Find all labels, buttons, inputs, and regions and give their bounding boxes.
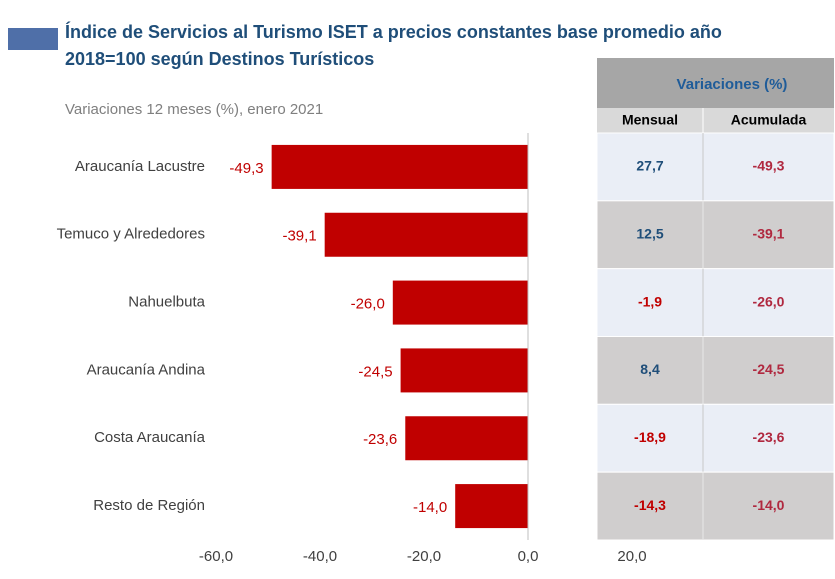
table-cell: 12,5 xyxy=(636,225,663,241)
title-line: 2018=100 según Destinos Turísticos xyxy=(65,49,374,69)
table-cell: -18,9 xyxy=(634,429,666,445)
bar xyxy=(392,280,528,325)
table-title: Variaciones (%) xyxy=(677,76,788,93)
table-row xyxy=(596,403,835,473)
bar xyxy=(405,416,528,461)
table-row xyxy=(596,268,835,337)
bar xyxy=(400,348,528,393)
y-tick-label: Costa Araucanía xyxy=(94,429,206,446)
table-cell: -23,6 xyxy=(753,429,785,445)
y-tick-label: Araucanía Andina xyxy=(87,361,206,378)
bar xyxy=(455,484,528,529)
column-header: Acumulada xyxy=(731,112,807,128)
subtitle: Variaciones 12 meses (%), enero 2021 xyxy=(65,101,323,118)
data-label: -49,3 xyxy=(229,160,263,177)
y-tick-label: Temuco y Alrededores xyxy=(57,226,205,243)
table-cell: -24,5 xyxy=(753,361,785,377)
table-cell: 27,7 xyxy=(636,158,663,174)
table-cell: -14,0 xyxy=(753,497,785,513)
chart-title: Índice de Servicios al Turismo ISET a pr… xyxy=(65,21,722,69)
y-tick-label: Resto de Región xyxy=(93,497,205,514)
data-label: -26,0 xyxy=(351,296,385,313)
table-cell: 8,4 xyxy=(640,361,660,377)
x-tick-label: -60,0 xyxy=(199,548,233,565)
table-cell: -26,0 xyxy=(753,293,785,309)
y-tick-label: Araucanía Lacustre xyxy=(75,158,205,175)
title-line: Índice de Servicios al Turismo ISET a pr… xyxy=(65,21,722,42)
x-tick-label: 20,0 xyxy=(617,548,646,565)
table-cell: -1,9 xyxy=(638,293,662,309)
bar xyxy=(324,212,528,257)
table-row xyxy=(596,471,835,541)
table-cell: -49,3 xyxy=(753,158,785,174)
x-tick-label: 0,0 xyxy=(518,548,539,565)
title-icon xyxy=(8,28,58,50)
x-tick-label: -20,0 xyxy=(407,548,441,565)
table-cell: -39,1 xyxy=(753,225,785,241)
data-label: -24,5 xyxy=(358,363,392,380)
x-tick-label: -40,0 xyxy=(303,548,337,565)
bar xyxy=(271,144,528,189)
table-cell: -14,3 xyxy=(634,497,666,513)
table-row xyxy=(596,200,835,270)
column-header: Mensual xyxy=(622,112,678,128)
table-header xyxy=(597,58,834,108)
table-row xyxy=(596,132,835,202)
data-label: -23,6 xyxy=(363,431,397,448)
y-tick-label: Nahuelbuta xyxy=(128,294,205,311)
table-subheader xyxy=(597,108,834,133)
data-label: -39,1 xyxy=(282,228,316,245)
data-label: -14,0 xyxy=(413,499,447,516)
table-row xyxy=(596,336,835,405)
